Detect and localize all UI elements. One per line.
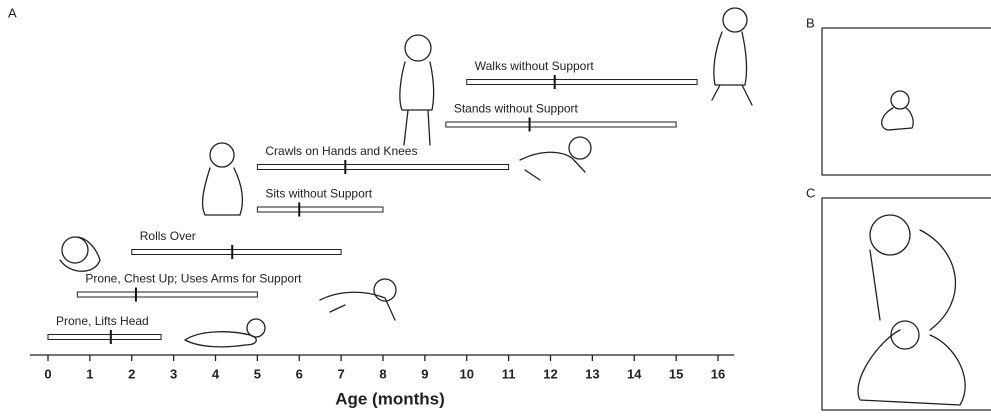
range-bar [445, 121, 677, 128]
panel-label: A [8, 5, 17, 20]
x-tick-label: 9 [421, 366, 428, 381]
x-tick-label: 0 [44, 366, 51, 381]
x-tick-label: 14 [627, 366, 642, 381]
range-bar [256, 206, 384, 213]
x-tick-label: 5 [254, 366, 261, 381]
panel-label: C [806, 185, 815, 200]
range-bar [256, 164, 510, 170]
illustration [59, 7, 966, 406]
x-tick-label: 10 [460, 366, 474, 381]
x-tick-label: 3 [170, 366, 177, 381]
x-tick-label: 12 [543, 366, 557, 381]
panel-frame [821, 27, 991, 176]
milestone-label: Sits without Support [265, 187, 372, 201]
milestone-label: Rolls Over [140, 229, 196, 243]
x-tick-label: 16 [711, 366, 725, 381]
x-tick-label: 7 [338, 366, 345, 381]
milestone-label: Walks without Support [475, 59, 595, 73]
panel-label: B [806, 15, 815, 30]
range-bar [76, 291, 258, 298]
x-tick-label: 6 [296, 366, 303, 381]
x-tick-label: 1 [86, 366, 93, 381]
range-bar [47, 334, 162, 340]
x-tick-label: 2 [128, 366, 135, 381]
range-bar [131, 249, 342, 255]
panel-frame [821, 197, 991, 411]
x-tick-label: 11 [502, 366, 516, 381]
milestone-label: Crawls on Hands and Knees [265, 144, 417, 158]
milestone-label: Prone, Lifts Head [56, 314, 149, 328]
milestone-label: Prone, Chest Up; Uses Arms for Support [85, 272, 302, 286]
range-bar [466, 79, 698, 85]
x-tick-label: 13 [585, 366, 599, 381]
x-tick-label: 8 [379, 366, 386, 381]
x-tick-label: 15 [669, 366, 683, 381]
x-axis-label: Age (months) [335, 389, 445, 408]
milestone-label: Stands without Support [454, 102, 579, 116]
x-tick-label: 4 [212, 366, 220, 381]
